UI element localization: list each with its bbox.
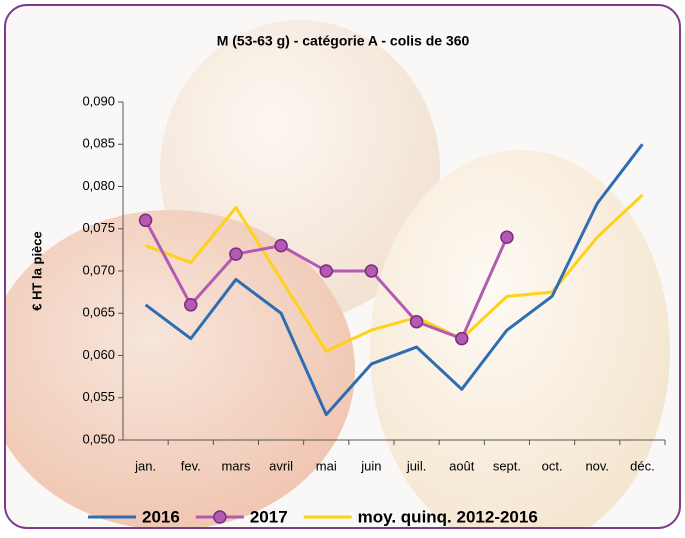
y-axis-label: € HT la pièce xyxy=(29,231,44,310)
legend-label: 2017 xyxy=(250,507,288,526)
point xyxy=(275,240,287,252)
y-tick-label: 0,060 xyxy=(82,347,115,362)
x-tick-label: août xyxy=(449,458,475,473)
legend-marker xyxy=(214,511,226,523)
y-tick-label: 0,050 xyxy=(82,431,115,446)
x-tick-label: déc. xyxy=(630,458,655,473)
chart-title: M (53-63 g) - catégorie A - colis de 360 xyxy=(217,33,470,49)
x-tick-label: mai xyxy=(316,458,337,473)
y-tick-label: 0,065 xyxy=(82,305,115,320)
x-tick-label: avril xyxy=(269,458,293,473)
legend-label: 2016 xyxy=(142,507,180,526)
x-tick-label: mars xyxy=(221,458,250,473)
y-tick-label: 0,080 xyxy=(82,178,115,193)
x-tick-label: nov. xyxy=(585,458,609,473)
point xyxy=(320,265,332,277)
point xyxy=(185,299,197,311)
x-tick-label: juin xyxy=(360,458,381,473)
y-tick-label: 0,070 xyxy=(82,262,115,277)
y-tick-label: 0,075 xyxy=(82,220,115,235)
point xyxy=(501,231,513,243)
legend-label: moy. quinq. 2012-2016 xyxy=(358,507,538,526)
point xyxy=(456,333,468,345)
point xyxy=(365,265,377,277)
chart: M (53-63 g) - catégorie A - colis de 360… xyxy=(0,0,685,533)
x-tick-label: fev. xyxy=(181,458,201,473)
point xyxy=(140,214,152,226)
x-tick-label: oct. xyxy=(542,458,563,473)
y-tick-label: 0,085 xyxy=(82,136,115,151)
x-tick-label: jan. xyxy=(134,458,156,473)
x-tick-label: sept. xyxy=(493,458,521,473)
point xyxy=(230,248,242,260)
y-tick-label: 0,055 xyxy=(82,389,115,404)
x-tick-label: juil. xyxy=(406,458,427,473)
y-tick-label: 0,090 xyxy=(82,93,115,108)
point xyxy=(411,316,423,328)
